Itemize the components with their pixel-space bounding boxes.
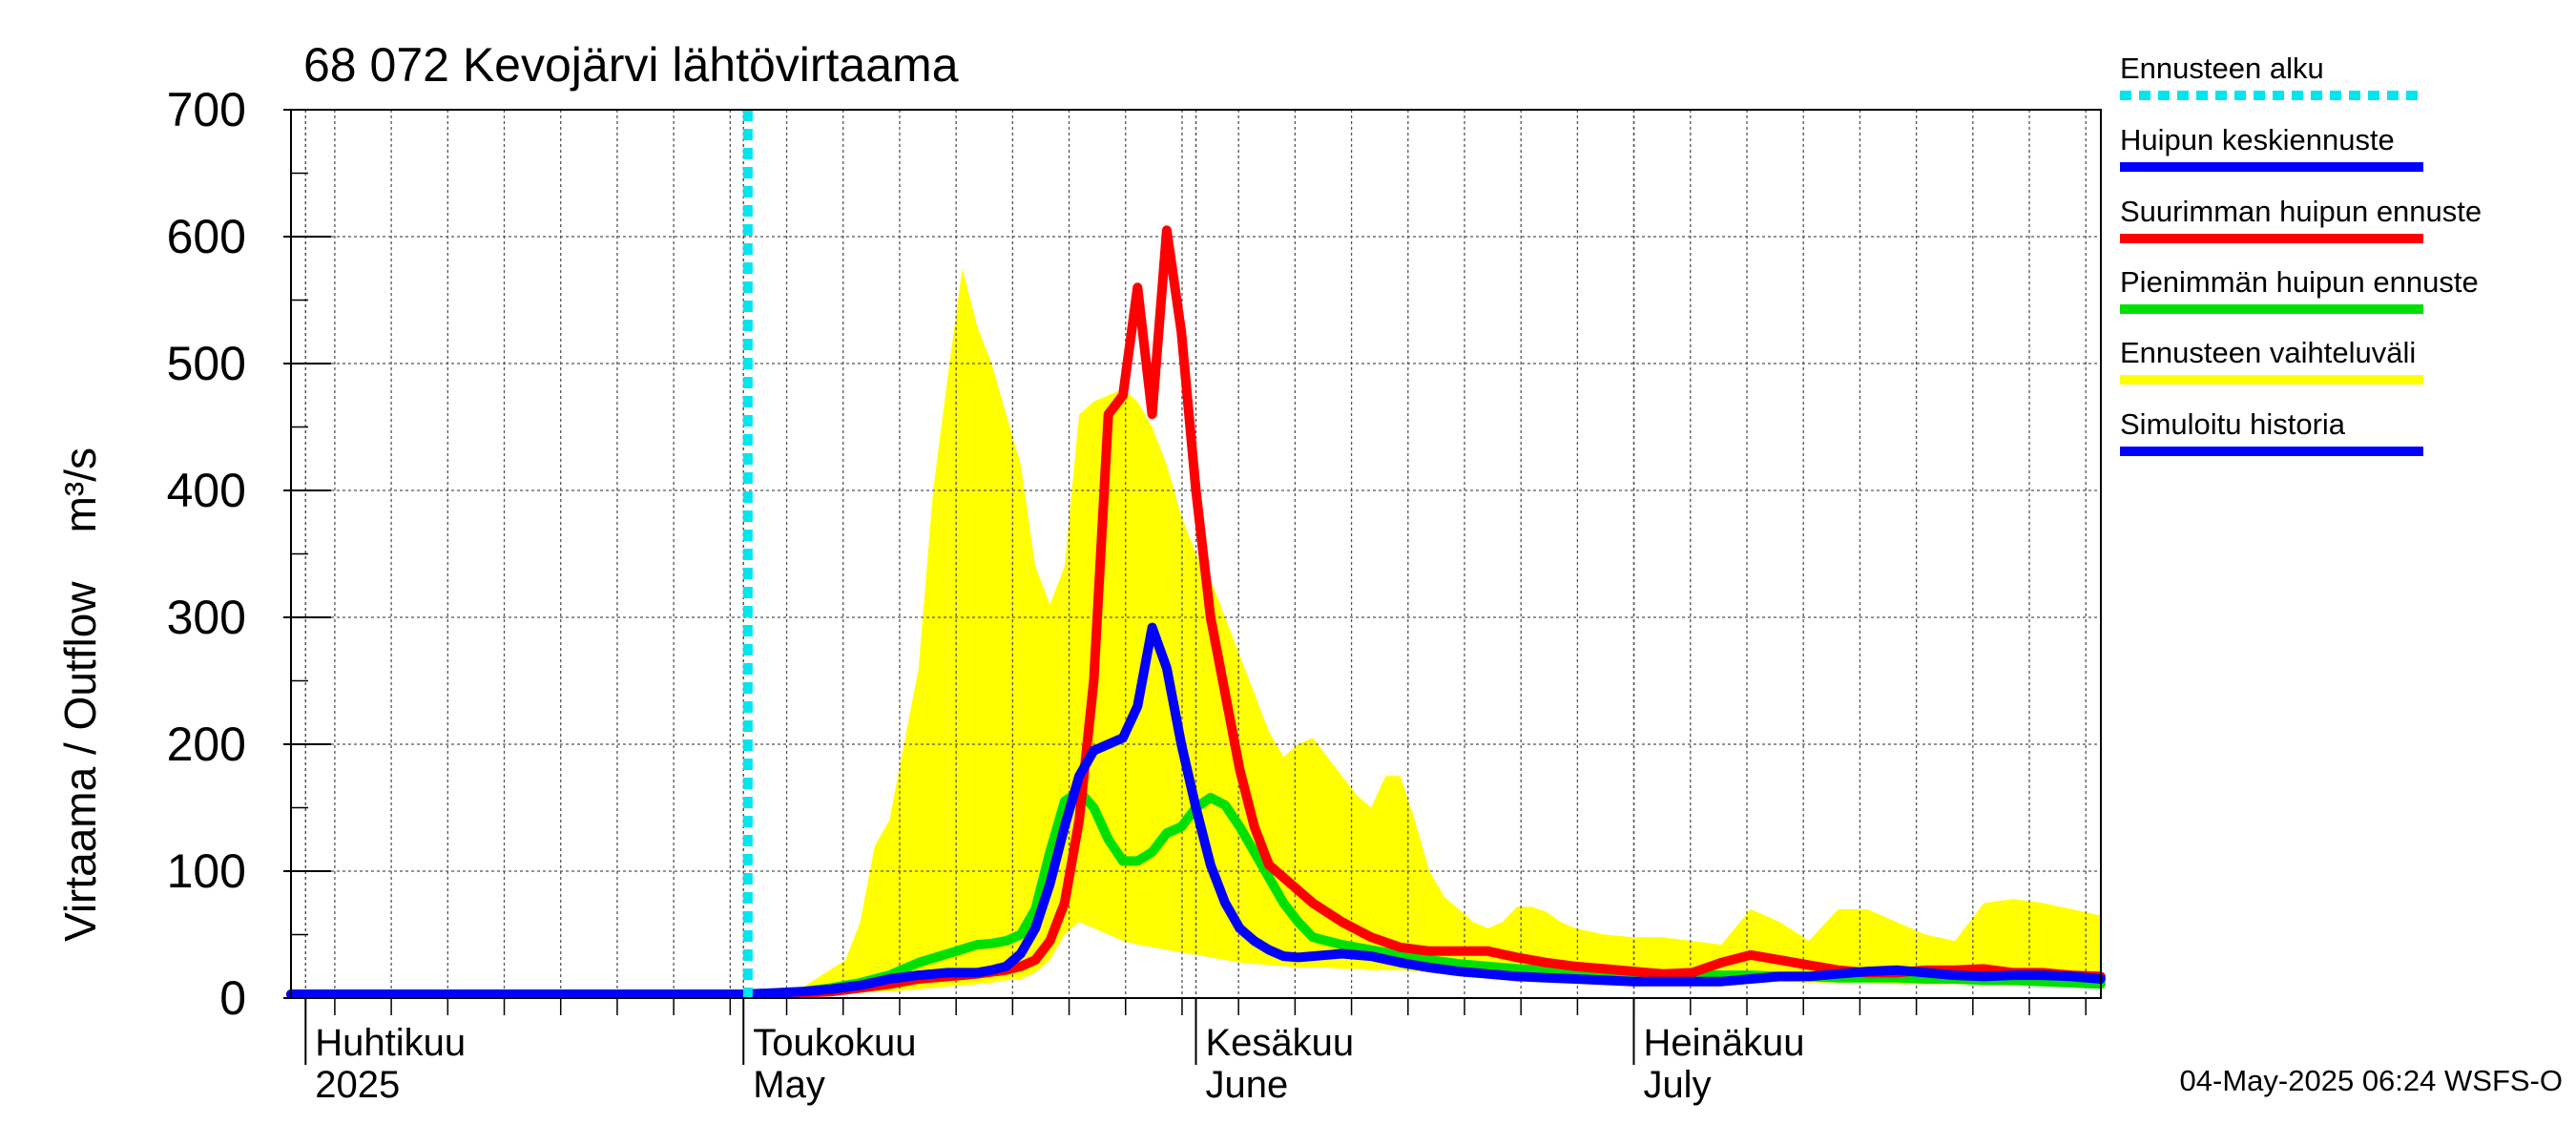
y-tick-label: 700 — [167, 83, 246, 136]
legend-label: Pienimmän huipun ennuste — [2120, 265, 2479, 299]
y-tick-label: 500 — [167, 337, 246, 390]
y-tick-label: 300 — [167, 591, 246, 644]
legend-label: Huipun keskiennuste — [2120, 123, 2395, 156]
grid-layer — [291, 110, 2101, 998]
month-label-en: June — [1206, 1064, 1289, 1106]
y-axis: 0 100 200 300 400 500 600 700 — [167, 83, 331, 1025]
y-tick-label: 0 — [219, 971, 246, 1025]
legend-label: Ennusteen vaihteluväli — [2120, 336, 2416, 369]
legend-label: Ennusteen alku — [2120, 52, 2324, 85]
footer-timestamp: 04-May-2025 06:24 WSFS-O — [2180, 1064, 2563, 1097]
y-tick-label: 600 — [167, 210, 246, 263]
month-label-en: May — [753, 1064, 825, 1106]
month-label-en: July — [1643, 1064, 1711, 1106]
legend-label: Simuloitu historia — [2120, 407, 2346, 441]
month-label-fi: Huhtikuu — [315, 1022, 466, 1064]
legend: Ennusteen alku Huipun keskiennuste Suurimm… — [2120, 52, 2482, 456]
y-axis-label: Virtaama / Outflow m³/s — [55, 448, 105, 942]
y-tick-label: 100 — [167, 844, 246, 898]
legend-label: Suurimman huipun ennuste — [2120, 195, 2482, 228]
line-layer — [286, 110, 2106, 999]
series-line — [286, 622, 2106, 999]
month-label-fi: Heinäkuu — [1643, 1022, 1804, 1064]
y-tick-label: 200 — [167, 718, 246, 771]
chart-title: 68 072 Kevojärvi lähtövirtaama — [303, 38, 959, 92]
month-label-en: 2025 — [315, 1064, 400, 1106]
plot-area — [286, 109, 2106, 999]
y-tick-label: 400 — [167, 464, 246, 517]
month-label-fi: Toukokuu — [753, 1022, 916, 1064]
month-label-fi: Kesäkuu — [1206, 1022, 1355, 1064]
